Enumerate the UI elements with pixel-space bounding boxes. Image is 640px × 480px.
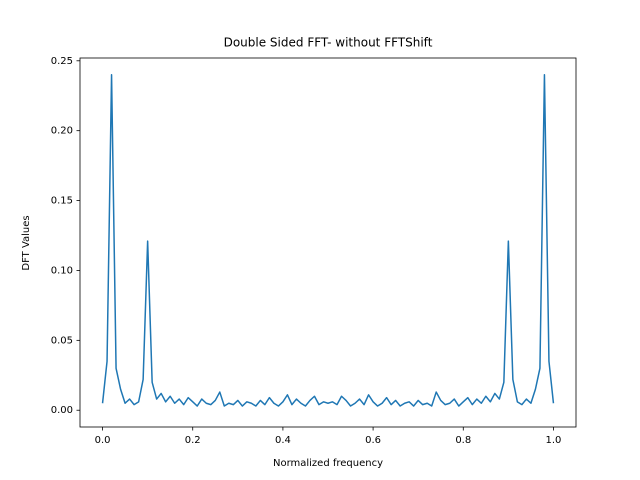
y-tick-label: 0.00 [51, 405, 73, 416]
x-tick-label: 1.0 [546, 435, 562, 446]
x-tick-label: 0.6 [365, 435, 381, 446]
y-tick-label: 0.05 [51, 335, 73, 346]
y-tick-label: 0.15 [51, 196, 73, 207]
y-tick-label: 0.20 [51, 126, 73, 137]
x-tick-label: 0.2 [185, 435, 201, 446]
x-tick-label: 0.0 [95, 435, 111, 446]
line-series [101, 74, 555, 407]
y-axis-label: DFT Values [21, 215, 32, 270]
chart-title: Double Sided FFT- without FFTShift [224, 36, 433, 50]
x-axis-label: Normalized frequency [273, 458, 383, 469]
x-tick-label: 0.8 [455, 435, 471, 446]
y-tick-label: 0.10 [51, 265, 73, 276]
x-tick-label: 0.4 [275, 435, 291, 446]
y-tick-label: 0.25 [51, 56, 73, 67]
plot-frame [79, 57, 577, 428]
